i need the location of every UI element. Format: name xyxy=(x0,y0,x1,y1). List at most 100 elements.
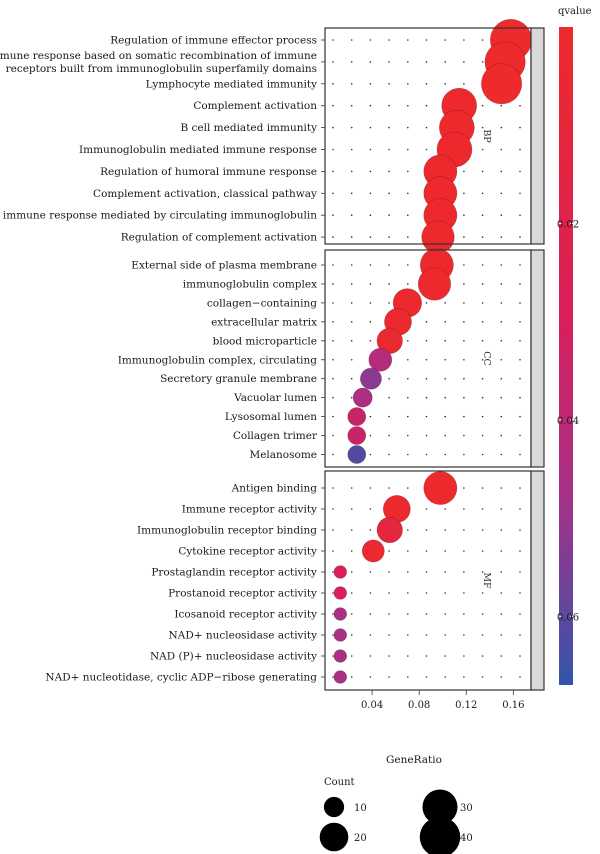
grid-dot xyxy=(332,508,334,510)
grid-dot xyxy=(350,83,353,85)
point xyxy=(347,426,367,445)
grid-dot xyxy=(500,377,503,380)
point xyxy=(333,649,348,663)
grid-dot xyxy=(425,592,428,594)
grid-dot xyxy=(369,434,372,437)
grid-dot xyxy=(519,571,521,573)
grid-dot xyxy=(500,550,503,552)
grid-dot xyxy=(519,487,521,489)
grid-dot xyxy=(519,104,521,107)
grid-dot xyxy=(388,571,390,573)
term-label: External side of plasma membrane xyxy=(131,260,317,272)
size-legend-dot xyxy=(419,816,461,854)
point xyxy=(368,347,393,372)
x-tick-label: 0.12 xyxy=(455,700,477,711)
grid-dot xyxy=(350,302,353,304)
grid-dot xyxy=(388,148,390,151)
term-label: Melanosome xyxy=(249,449,317,461)
grid-dot xyxy=(481,104,484,107)
grid-dot xyxy=(332,302,334,304)
grid-dot xyxy=(350,214,353,216)
grid-dot xyxy=(481,283,484,285)
point xyxy=(347,445,367,464)
term-label: Immune receptor activity xyxy=(182,504,317,516)
grid-dot xyxy=(369,592,372,594)
grid-dot xyxy=(332,283,334,285)
point xyxy=(333,586,348,600)
grid-dot xyxy=(369,529,372,531)
size-legend-label: 30 xyxy=(460,803,473,814)
grid-dot xyxy=(388,61,390,63)
grid-dot xyxy=(332,126,334,129)
grid-dot xyxy=(332,487,334,489)
grid-dot xyxy=(444,434,447,437)
term-label: blood microparticle xyxy=(213,335,317,347)
grid-dot xyxy=(500,655,503,657)
grid-dot xyxy=(407,39,409,41)
grid-dot xyxy=(350,236,353,238)
facet-strip xyxy=(530,470,545,691)
grid-dot xyxy=(350,264,353,266)
grid-dot xyxy=(463,170,465,173)
grid-dot xyxy=(425,126,428,129)
term-label: Prostaglandin receptor activity xyxy=(151,567,317,579)
grid-dot xyxy=(500,214,503,216)
grid-dot xyxy=(425,415,428,418)
grid-dot xyxy=(407,283,409,285)
grid-dot xyxy=(444,302,447,304)
grid-dot xyxy=(444,321,447,323)
color-legend-title: qvalue xyxy=(558,6,592,17)
term-label: Regulation of complement activation xyxy=(121,232,318,244)
grid-dot xyxy=(500,613,503,615)
grid-dot xyxy=(500,571,503,573)
grid-dot xyxy=(388,39,390,41)
grid-dot xyxy=(425,508,428,510)
panel-mf: Antigen binding Immune receptor activity I… xyxy=(45,470,545,691)
grid-dot xyxy=(407,377,409,380)
grid-dot xyxy=(388,170,390,173)
term-label: Secretory granule membrane xyxy=(160,373,317,385)
grid-dot xyxy=(463,655,465,657)
grid-dot xyxy=(463,676,465,678)
grid-dot xyxy=(350,550,353,552)
term-label: Regulation of immune effector process xyxy=(110,35,317,47)
grid-dot xyxy=(463,340,465,342)
grid-dot xyxy=(500,321,503,323)
grid-dot xyxy=(519,192,521,195)
size-legend-dot xyxy=(319,822,349,852)
grid-dot xyxy=(407,83,409,85)
grid-dot xyxy=(425,148,428,151)
grid-dot xyxy=(332,396,334,399)
grid-dot xyxy=(481,415,484,418)
x-tick-label: 0.08 xyxy=(408,700,430,711)
grid-dot xyxy=(519,264,521,266)
grid-dot xyxy=(369,613,372,615)
grid-dot xyxy=(407,126,409,129)
grid-dot xyxy=(444,676,447,678)
grid-dot xyxy=(369,236,372,238)
grid-dot xyxy=(519,508,521,510)
grid-dot xyxy=(444,377,447,380)
grid-dot xyxy=(519,377,521,380)
grid-dot xyxy=(481,377,484,380)
grid-dot xyxy=(388,302,390,304)
term-label-line: Adaptive immune response based on somati… xyxy=(0,50,317,62)
grid-dot xyxy=(350,170,353,173)
grid-dot xyxy=(519,214,521,216)
grid-dot xyxy=(425,104,428,107)
grid-dot xyxy=(332,104,334,107)
term-label: Complement activation xyxy=(193,100,317,112)
grid-dot xyxy=(463,83,465,85)
term-label-line: receptors built from immunoglobulin supe… xyxy=(6,63,317,75)
grid-dot xyxy=(444,550,447,552)
grid-dot xyxy=(407,487,409,489)
grid-dot xyxy=(332,613,334,615)
term-label: collagen−containing xyxy=(207,297,317,309)
grid-dot xyxy=(444,613,447,615)
grid-dot xyxy=(332,192,334,195)
grid-dot xyxy=(369,39,372,41)
grid-dot xyxy=(463,508,465,510)
panel-background xyxy=(325,471,531,690)
grid-dot xyxy=(500,592,503,594)
term-label: Adaptive immune response based on somati… xyxy=(0,50,317,75)
